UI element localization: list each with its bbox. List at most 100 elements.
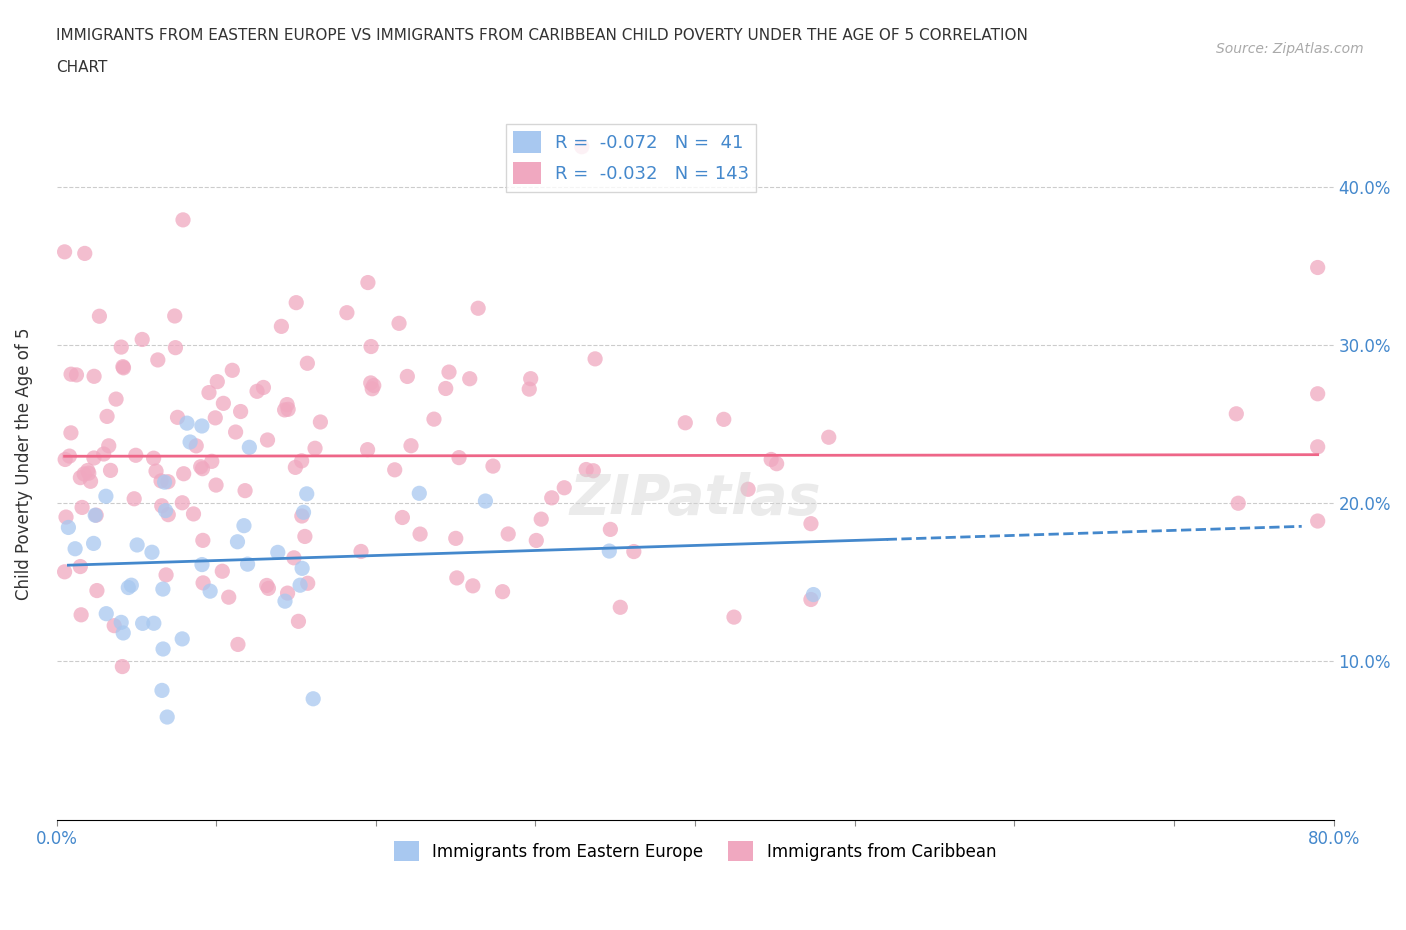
Point	[93, 446, 115, 461]
Point	[530, 512, 553, 526]
Point	[120, 578, 142, 592]
Point	[76, 463, 98, 478]
Point	[284, 460, 307, 475]
Point	[142, 616, 165, 631]
Point	[350, 544, 373, 559]
Point	[713, 412, 735, 427]
Point	[423, 412, 446, 427]
Point	[391, 510, 413, 525]
Point	[97, 438, 120, 453]
Point	[291, 561, 314, 576]
Point	[575, 462, 598, 477]
Point	[283, 551, 305, 565]
Point	[434, 381, 457, 396]
Point	[173, 466, 195, 481]
Point	[292, 505, 315, 520]
Point	[1306, 513, 1329, 528]
Point	[1306, 439, 1329, 454]
Point	[295, 486, 318, 501]
Point	[482, 458, 505, 473]
Point	[553, 480, 575, 495]
Point	[63, 541, 86, 556]
Point	[444, 531, 467, 546]
Point	[582, 463, 605, 478]
Text: Source: ZipAtlas.com: Source: ZipAtlas.com	[1216, 42, 1364, 56]
Point	[297, 576, 319, 591]
Point	[357, 275, 380, 290]
Point	[58, 448, 80, 463]
Point	[599, 522, 621, 537]
Point	[190, 459, 212, 474]
Point	[221, 363, 243, 378]
Point	[122, 491, 145, 506]
Point	[236, 557, 259, 572]
Point	[233, 484, 256, 498]
Point	[156, 710, 179, 724]
Point	[211, 564, 233, 578]
Point	[447, 450, 470, 465]
Point	[218, 590, 240, 604]
Y-axis label: Child Poverty Under the Age of 5: Child Poverty Under the Age of 5	[15, 327, 32, 600]
Point	[86, 583, 108, 598]
Text: IMMIGRANTS FROM EASTERN EUROPE VS IMMIGRANTS FROM CARIBBEAN CHILD POVERTY UNDER : IMMIGRANTS FROM EASTERN EUROPE VS IMMIGR…	[56, 28, 1028, 43]
Point	[172, 496, 194, 511]
Point	[360, 376, 382, 391]
Point	[467, 300, 489, 315]
Text: CHART: CHART	[56, 60, 108, 75]
Point	[256, 432, 278, 447]
Point	[737, 482, 759, 497]
Point	[100, 463, 122, 478]
Point	[112, 626, 135, 641]
Point	[267, 545, 290, 560]
Point	[496, 526, 519, 541]
Point	[583, 352, 606, 366]
Point	[127, 538, 149, 552]
Point	[172, 631, 194, 646]
Point	[759, 452, 782, 467]
Point	[609, 600, 631, 615]
Point	[257, 581, 280, 596]
Point	[201, 454, 224, 469]
Point	[461, 578, 484, 593]
Point	[1306, 260, 1329, 275]
Point	[800, 516, 823, 531]
Point	[1306, 386, 1329, 401]
Point	[94, 489, 117, 504]
Point	[803, 587, 825, 602]
Point	[800, 592, 823, 607]
Point	[212, 396, 235, 411]
Point	[297, 356, 319, 371]
Point	[60, 366, 83, 381]
Point	[83, 369, 105, 384]
Point	[165, 340, 187, 355]
Point	[437, 365, 460, 379]
Point	[152, 581, 174, 596]
Point	[1225, 406, 1247, 421]
Point	[179, 434, 201, 449]
Point	[517, 381, 540, 396]
Point	[207, 374, 229, 389]
Point	[77, 466, 100, 481]
Point	[141, 545, 163, 560]
Point	[79, 474, 101, 489]
Point	[256, 578, 278, 592]
Point	[246, 384, 269, 399]
Point	[287, 614, 309, 629]
Point	[83, 450, 105, 465]
Point	[270, 319, 292, 334]
Point	[204, 410, 226, 425]
Point	[191, 557, 214, 572]
Point	[157, 507, 180, 522]
Point	[176, 416, 198, 431]
Point	[191, 418, 214, 433]
Point	[84, 508, 107, 523]
Point	[172, 212, 194, 227]
Point	[191, 461, 214, 476]
Point	[186, 438, 208, 453]
Point	[155, 567, 177, 582]
Point	[291, 509, 314, 524]
Point	[399, 438, 422, 453]
Point	[1227, 496, 1250, 511]
Point	[73, 246, 96, 260]
Point	[110, 615, 132, 630]
